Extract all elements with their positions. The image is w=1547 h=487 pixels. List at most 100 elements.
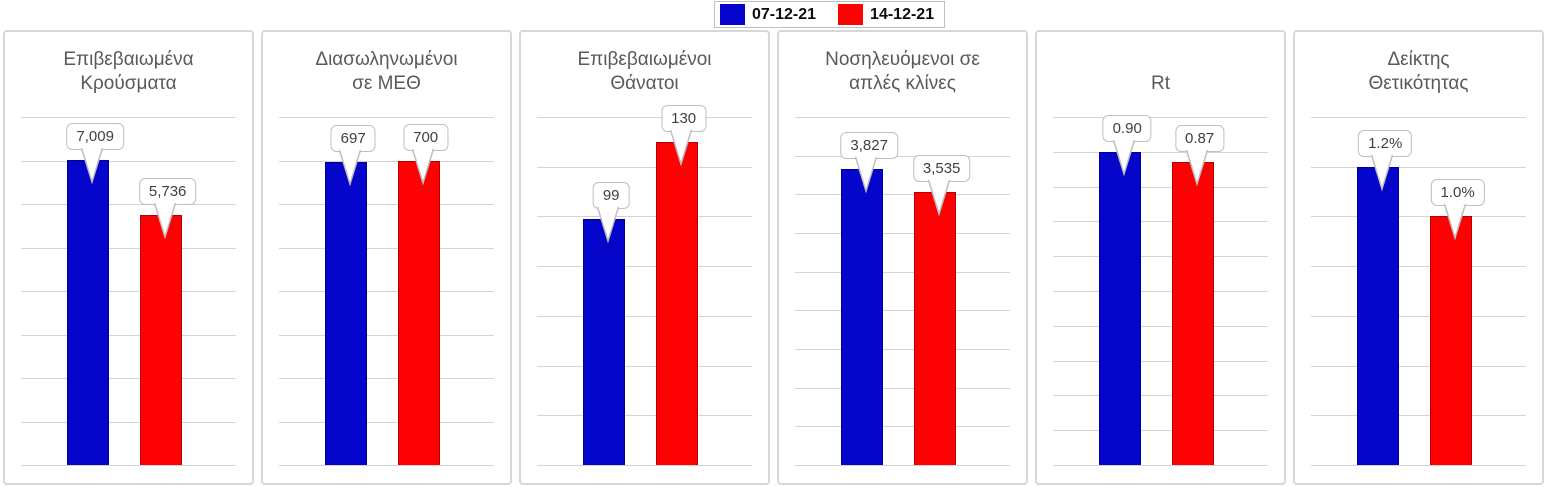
gridline <box>537 415 752 417</box>
data-label-callout: 700 <box>403 123 449 151</box>
gridline <box>795 310 1010 312</box>
bar-07-12-21 <box>583 218 626 465</box>
data-label-callout: 3,535 <box>912 154 971 182</box>
data-label-callout: 5,736 <box>138 178 197 206</box>
gridline <box>1053 151 1268 153</box>
gridline <box>21 334 236 336</box>
chart-plot-area: 99 130 <box>537 104 752 466</box>
data-label-callout: 7,009 <box>66 123 124 151</box>
gridline <box>1053 360 1268 362</box>
data-label-callout: 0.87 <box>1175 125 1225 153</box>
gridline <box>1311 365 1526 367</box>
gridline <box>1311 315 1526 317</box>
gridline <box>537 365 752 367</box>
gridline <box>279 204 494 205</box>
data-label-callout: 697 <box>330 124 376 152</box>
gridline <box>795 117 1010 118</box>
bar-07-12-21 <box>1357 166 1400 465</box>
data-label-callout: 1.2% <box>1358 129 1413 157</box>
gridline <box>1311 266 1526 268</box>
gridline <box>1311 465 1526 466</box>
bar-14-12-21 <box>397 160 440 465</box>
chart-title: Δείκτης Θετικότητας <box>1368 48 1469 95</box>
bar-14-12-21 <box>655 141 698 465</box>
gridline <box>279 465 494 466</box>
callout-tail <box>1112 139 1136 177</box>
chart-panel-confirmed-deaths: Επιβεβαιωμένοι Θάνατοι 99 130 <box>519 30 770 485</box>
bar-07-12-21 <box>325 161 368 465</box>
bar-07-12-21 <box>1099 151 1142 465</box>
legend: 07-12-21 14-12-21 <box>714 1 946 28</box>
gridline <box>21 421 236 423</box>
data-label-callout: 99 <box>592 181 630 209</box>
gridline <box>1053 291 1268 292</box>
gridline <box>1053 256 1268 258</box>
chart-title: Νοσηλευόμενοι σε απλές κλίνες <box>825 48 980 95</box>
callout-tail <box>596 206 620 244</box>
chart-title: Επιβεβαιωμένα Κρούσματα <box>63 48 194 95</box>
gridline <box>1053 186 1268 188</box>
chart-title: Rt <box>1151 73 1170 95</box>
chart-title: Επιβεβαιωμένοι Θάνατοι <box>577 48 712 95</box>
callout-tail <box>669 129 692 167</box>
gridline <box>279 334 494 336</box>
gridline <box>1053 430 1268 432</box>
legend-label: 14-12-21 <box>870 5 935 23</box>
chart-panel-intubated-icu: Διασωληνωμένοι σε ΜΕΘ 697 700 <box>261 30 512 485</box>
bar-14-12-21 <box>913 191 956 465</box>
gridline <box>1311 166 1526 168</box>
bar-07-12-21 <box>841 169 884 465</box>
gridline <box>279 247 494 249</box>
gridline <box>795 426 1010 428</box>
gridline <box>1311 415 1526 417</box>
chart-panels-row: Επιβεβαιωμένα Κρούσματα 7,009 5,736 Διασω… <box>3 30 1544 485</box>
gridline <box>537 216 752 218</box>
callout-tail <box>854 156 878 194</box>
chart-title: Διασωληνωμένοι σε ΜΕΘ <box>315 48 458 95</box>
bar-07-12-21 <box>67 160 110 465</box>
gridline <box>1053 325 1268 327</box>
chart-plot-area: 7,009 5,736 <box>21 117 236 466</box>
gridline <box>279 117 494 118</box>
gridline <box>795 271 1010 273</box>
gridline <box>279 160 494 162</box>
legend-label: 07-12-21 <box>752 5 817 23</box>
chart-plot-area: 0.90 0.87 <box>1053 114 1268 466</box>
gridline <box>795 155 1010 157</box>
chart-panel-rt: Rt 0.90 0.87 <box>1035 30 1286 485</box>
callout-tail <box>1443 204 1466 241</box>
gridline <box>537 315 752 317</box>
gridline <box>279 291 494 292</box>
gridline <box>537 166 752 168</box>
chart-panel-confirmed-cases: Επιβεβαιωμένα Κρούσματα 7,009 5,736 <box>3 30 254 485</box>
data-label-callout: 0.90 <box>1102 114 1152 142</box>
gridline <box>21 378 236 379</box>
gridline <box>795 194 1010 196</box>
gridline <box>795 349 1010 350</box>
chart-plot-area: 3,827 3,535 <box>795 117 1010 466</box>
gridline <box>537 465 752 466</box>
gridline <box>1053 395 1268 397</box>
gridline <box>21 465 236 466</box>
legend-item-14-12-21: 14-12-21 <box>838 4 934 25</box>
gridline <box>537 117 752 118</box>
callout-tail <box>80 147 104 185</box>
gridline <box>1053 465 1268 466</box>
callout-tail <box>338 149 362 187</box>
gridline <box>21 291 236 292</box>
legend-item-07-12-21: 07-12-21 <box>720 4 816 25</box>
gridline <box>1311 117 1526 118</box>
gridline <box>21 117 236 118</box>
callout-tail <box>1185 150 1208 187</box>
data-label-callout: 130 <box>661 104 707 132</box>
callout-tail <box>411 148 434 186</box>
data-label-callout: 3,827 <box>840 132 898 160</box>
gridline <box>1311 216 1526 218</box>
gridline <box>21 247 236 249</box>
chart-plot-area: 697 700 <box>279 117 494 466</box>
gridline <box>1053 117 1268 118</box>
gridline <box>1053 221 1268 223</box>
gridline <box>279 378 494 379</box>
gridline <box>21 204 236 205</box>
